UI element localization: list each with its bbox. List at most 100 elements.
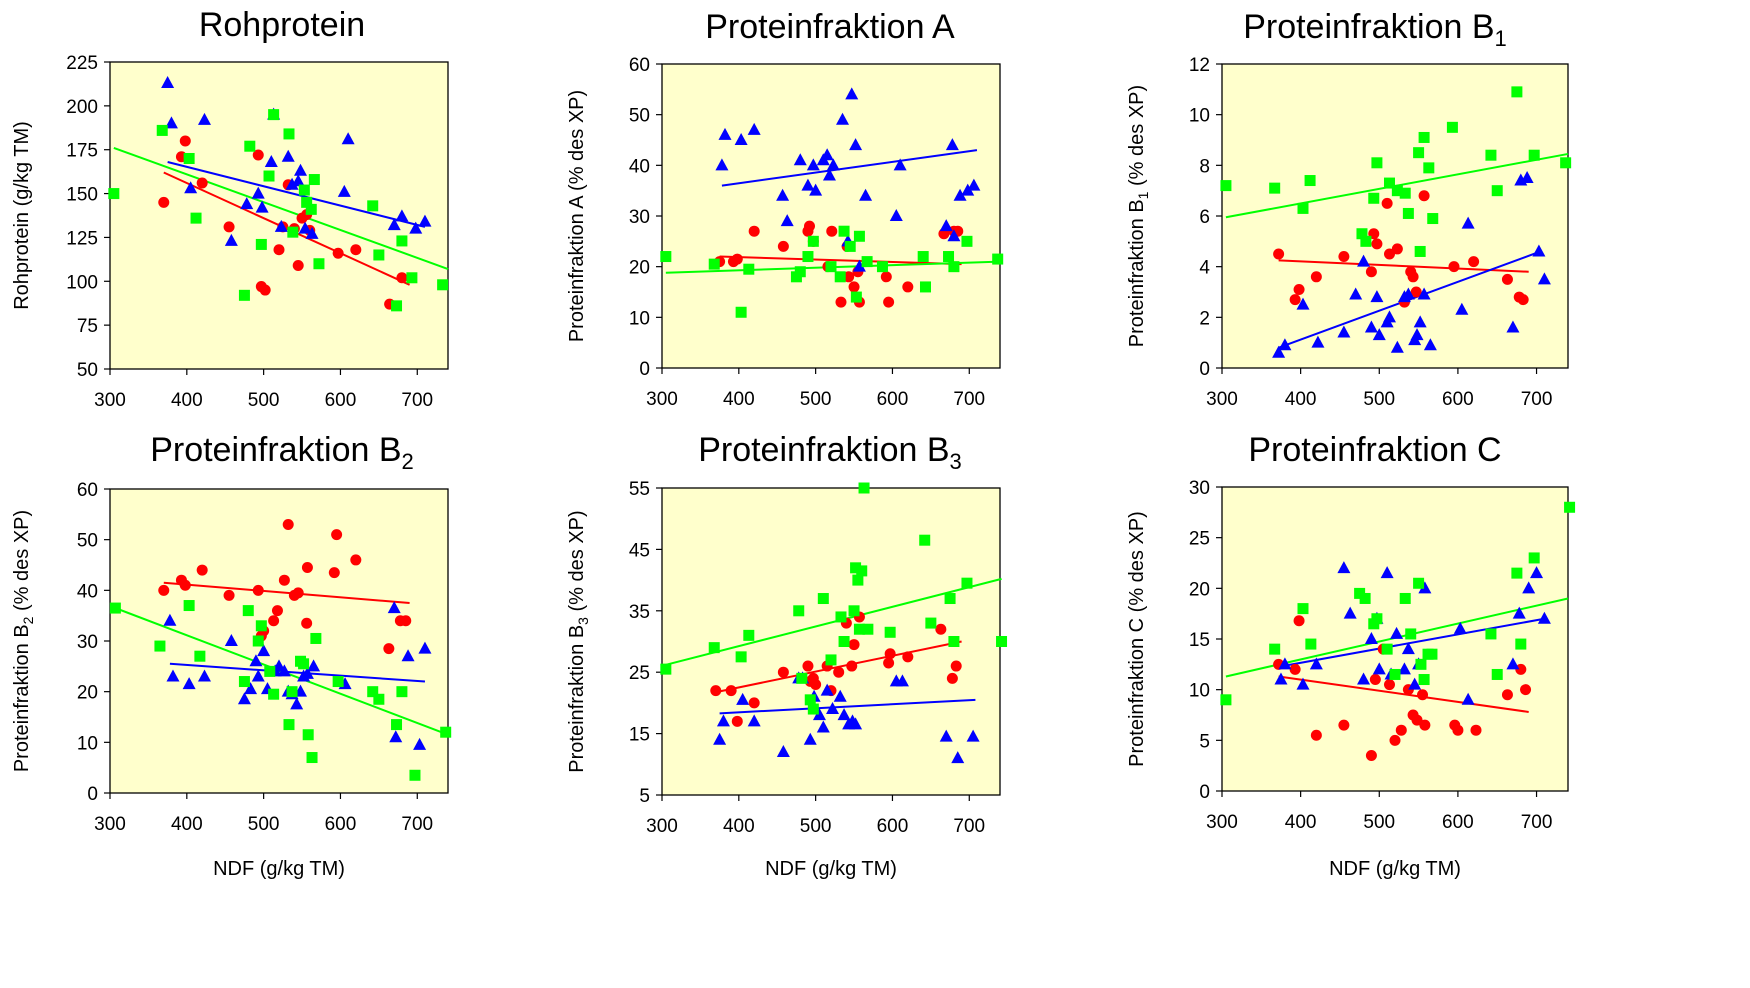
data-point-blue (961, 183, 975, 196)
data-point-blue (1272, 345, 1286, 358)
y-tick-label: 0 (639, 359, 650, 380)
data-point-green (850, 562, 862, 574)
data-point-green (838, 225, 850, 237)
data-point-red (884, 648, 896, 660)
data-point-red (1411, 714, 1423, 726)
data-point-green (735, 651, 747, 663)
chart-title-subscript: 3 (950, 449, 962, 474)
data-point-blue (413, 737, 427, 750)
data-point-red (826, 225, 838, 237)
x-tick-label: 700 (1521, 812, 1553, 833)
y-tick-label: 50 (629, 106, 650, 127)
chart-title: Proteinfraktion B3 (698, 431, 962, 474)
y-axis-label-unit: (% des XP) (11, 510, 33, 617)
data-point-red (731, 253, 743, 265)
data-point-blue (715, 158, 729, 171)
data-point-blue (1296, 297, 1310, 310)
data-point-blue (1506, 320, 1520, 333)
data-point-blue (826, 702, 840, 715)
data-point-red (1310, 729, 1322, 741)
data-point-blue (893, 158, 907, 171)
x-tick-label: 400 (723, 389, 755, 410)
data-point-blue (1382, 310, 1396, 323)
y-tick-label: 20 (629, 258, 650, 279)
data-point-green (238, 289, 250, 301)
data-point-blue (164, 116, 178, 129)
y-axis-label-subscript: 1 (1135, 191, 1151, 199)
trend-line-red (717, 640, 962, 693)
data-point-green (1423, 162, 1435, 174)
data-point-blue (1410, 328, 1424, 341)
data-point-green (244, 140, 256, 152)
data-point-green (876, 261, 888, 273)
data-point-blue (166, 669, 180, 682)
data-point-green (919, 281, 931, 293)
data-point-blue (736, 692, 750, 705)
y-tick-label: 175 (66, 141, 98, 162)
data-point-blue (1537, 272, 1551, 285)
data-point-red (1310, 271, 1322, 283)
x-tick-label: 600 (877, 389, 909, 410)
data-point-green (1485, 628, 1497, 640)
data-point-red (1410, 286, 1422, 298)
plot-area (109, 61, 449, 370)
data-point-blue (197, 112, 211, 125)
data-point-green (396, 686, 408, 698)
data-point-green (1368, 192, 1380, 204)
trend-line-red (719, 255, 962, 266)
data-point-blue (966, 729, 980, 742)
y-axis-label: Proteinfraktion B3 (% des XP) (566, 510, 591, 772)
x-tick-label: 400 (1285, 812, 1317, 833)
data-point-green (1381, 643, 1393, 655)
data-point-blue (387, 218, 401, 231)
data-point-blue (1309, 657, 1323, 670)
data-point-red (846, 660, 858, 672)
y-axis-label-text: Rohprotein (g/kg TM) (11, 121, 33, 310)
y-axis-label: Proteinfraktion C (% des XP) (1126, 511, 1148, 767)
data-point-red (1383, 679, 1395, 691)
y-tick-label: 50 (77, 360, 98, 381)
x-tick-label: 500 (248, 390, 280, 411)
data-point-red (1417, 689, 1429, 701)
x-tick-label: 400 (171, 814, 203, 835)
y-axis-label-text: Proteinfraktion B (1126, 199, 1148, 347)
data-point-red (1515, 663, 1527, 675)
data-point-blue (1520, 171, 1534, 183)
x-tick-label: 400 (1285, 389, 1317, 410)
data-point-red (1395, 724, 1407, 736)
data-point-blue (237, 692, 251, 705)
y-tick-label: 30 (629, 207, 650, 228)
data-point-green (1371, 157, 1383, 169)
data-point-red (835, 296, 847, 308)
data-point-green (437, 279, 449, 291)
data-point-green (1560, 157, 1572, 169)
data-point-blue (244, 682, 258, 695)
data-point-green (944, 593, 956, 605)
data-point-red (301, 562, 313, 574)
data-point-blue (1401, 642, 1415, 655)
data-point-green (735, 306, 747, 318)
data-point-green (817, 593, 829, 605)
data-point-red (252, 149, 264, 161)
x-tick-label: 600 (325, 814, 357, 835)
data-point-green (268, 109, 280, 121)
trend-line-blue (167, 161, 426, 228)
data-point-green (1220, 694, 1232, 706)
data-point-red (273, 244, 285, 256)
data-point-blue (713, 732, 727, 745)
data-point-blue (939, 729, 953, 742)
data-point-blue (1455, 302, 1469, 315)
data-point-green (238, 676, 250, 688)
data-point-green (286, 686, 298, 698)
data-point-green (853, 623, 865, 635)
data-point-green (268, 688, 280, 700)
data-point-blue (1337, 325, 1351, 338)
data-point-green (332, 676, 344, 688)
y-axis-label-subscript: 2 (20, 616, 36, 624)
data-point-green (1304, 175, 1316, 187)
data-point-green (406, 272, 418, 284)
data-point-blue (1401, 287, 1415, 300)
y-tick-label: 40 (629, 156, 650, 177)
data-point-green (409, 769, 421, 781)
